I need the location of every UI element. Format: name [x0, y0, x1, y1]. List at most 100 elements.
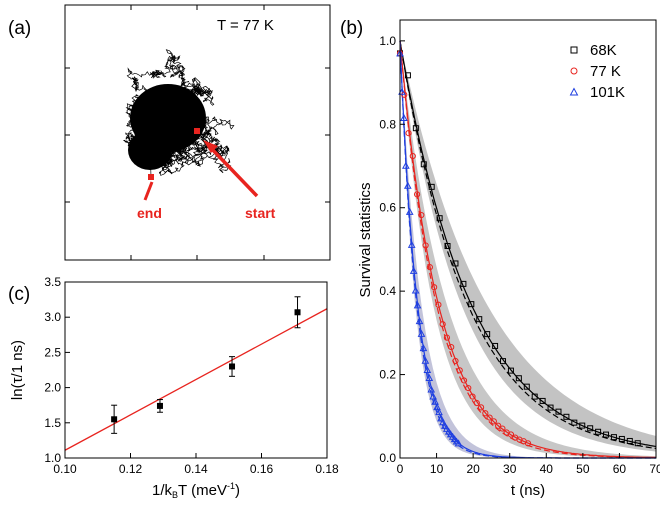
panel-b-point-68k	[539, 397, 546, 404]
start-arrowhead	[203, 140, 218, 153]
panel-c-point	[111, 416, 118, 423]
panel-b-point-101k	[415, 317, 424, 325]
panel-b-point-101k	[429, 392, 438, 400]
panel-b-x-tick-label: 50	[576, 462, 590, 476]
panel-b-point-101k	[402, 161, 410, 169]
panel-b-point-68k	[484, 331, 491, 338]
panel-b-point-101k	[427, 385, 436, 393]
panel-c-ylabel: ln(τ/1 ns)	[9, 340, 26, 400]
panel-b-x-tick-label: 0	[397, 462, 404, 476]
panel-b-point-77k	[422, 242, 429, 249]
panel-b-point-68k	[460, 280, 467, 287]
panel-b-point-101k	[400, 113, 408, 121]
legend-marker-101k	[569, 87, 579, 96]
legend-marker-68k	[570, 46, 578, 54]
panel-b-point-68k	[610, 434, 617, 441]
panel-a: T = 77 K end start	[64, 4, 331, 261]
panel-b-x-tick-label: 70	[649, 462, 660, 476]
panel-b-point-68k	[468, 301, 475, 308]
end-arrow	[143, 181, 154, 201]
panel-b-x-tick-label: 20	[466, 462, 480, 476]
end-marker	[148, 174, 154, 180]
panel-c-label: (c)	[8, 284, 30, 305]
panel-c-point	[294, 309, 301, 316]
panel-b-xlabel: t (ns)	[511, 482, 545, 499]
panel-c-xlabel: 1/kBT (meV-1)	[152, 481, 240, 500]
panel-c-x-tick-label: 0.12	[119, 462, 143, 476]
panel-c-x-tick-label: 0.16	[250, 462, 274, 476]
panel-b-point-77k	[495, 422, 502, 429]
panel-b-point-77k	[409, 152, 416, 160]
panel-b-point-68k	[412, 125, 419, 132]
panel-b-point-101k	[433, 403, 441, 411]
panel-b-y-tick-label: 0.6	[379, 201, 396, 215]
panel-b-point-101k	[439, 418, 447, 426]
panel-b-point-77k	[448, 343, 455, 351]
panel-c-y-tick-label: 1.5	[44, 416, 61, 430]
panel-b-point-68k	[626, 437, 633, 444]
panel-b-point-77k	[426, 264, 433, 271]
panel-b-point-101k	[403, 181, 412, 189]
panel-a-label: (a)	[8, 18, 31, 39]
panel-b-point-77k	[431, 284, 438, 291]
panel-b-band-1	[400, 40, 656, 458]
panel-c-y-tick-label: 1.0	[44, 451, 61, 465]
panel-b-point-77k	[443, 334, 451, 341]
panel-b-point-77k	[473, 399, 480, 407]
panel-c-y-tick-label: 3.0	[44, 310, 61, 324]
panel-b-band-0	[400, 40, 656, 452]
panel-b-y-tick-label: 0.8	[379, 117, 396, 131]
start-arrow	[207, 144, 259, 198]
panel-b-point-68k	[507, 367, 514, 374]
panel-c-x-tick-label: 0.14	[184, 462, 208, 476]
panel-c-y-tick-label: 2.0	[44, 381, 61, 395]
panel-b-point-77k	[490, 418, 497, 425]
panel-b-x-tick-label: 60	[613, 462, 627, 476]
panel-b-frame	[399, 19, 657, 459]
end-label: end	[137, 205, 162, 221]
panel-b-ylabel: Survival statistics	[357, 182, 374, 297]
panel-c-x-tick-label: 0.10	[53, 462, 77, 476]
panel-b-point-68k	[500, 358, 507, 365]
panel-b-point-68k	[492, 342, 499, 349]
panel-c-frame	[64, 281, 328, 459]
panel-b-y-tick-label: 0.0	[379, 451, 396, 465]
panel-b-point-77k	[418, 211, 425, 219]
panel-b-point-101k	[421, 356, 430, 364]
start-label: start	[245, 205, 276, 221]
panel-b-point-101k	[435, 408, 443, 416]
panel-b-x-tick-label: 40	[540, 462, 554, 476]
panel-c: 0.10 0.12 0.14 0.16 0.18 1.0 1.5 2.0 2.5 3.0 3.5 l…	[9, 275, 339, 500]
panel-b-y-tick-label: 0.4	[379, 284, 396, 298]
panel-b-point-68k	[571, 419, 578, 426]
panel-b-point-68k	[515, 375, 522, 382]
panel-c-x-tick-label: 0.18	[315, 462, 339, 476]
start-marker	[194, 128, 200, 134]
panel-b-x-tick-label: 10	[430, 462, 444, 476]
panel-b-point-68k	[547, 404, 554, 411]
panel-b-point-68k	[595, 428, 602, 435]
panel-c-fit-line	[64, 308, 328, 451]
panel-b-point-77k	[452, 357, 459, 365]
panel-b-point-77k	[477, 404, 485, 411]
legend-label: 101K	[590, 84, 625, 101]
panel-c-point	[156, 402, 163, 409]
panel-b-x-tick-label: 30	[503, 462, 517, 476]
panel-b-point-101k	[454, 439, 463, 447]
panel-b-point-68k	[444, 243, 451, 250]
panel-b-point-68k	[603, 431, 610, 438]
panel-b-point-101k	[419, 344, 428, 352]
panel-b-point-77k	[499, 425, 506, 432]
panel-b-point-77k	[435, 301, 442, 308]
panel-b-point-68k	[563, 413, 570, 420]
panel-b-point-68k	[420, 161, 427, 168]
panel-b: 0 10 20 30 40 50 60 70 0.0 0.2 0.4 0.6 0.8 1.0 68K 77 …	[357, 19, 660, 499]
panel-b-point-101k	[413, 301, 422, 309]
panel-b-point-77k	[465, 384, 472, 392]
panel-b-point-68k	[587, 425, 594, 432]
panel-b-point-101k	[405, 207, 414, 215]
panel-b-point-77k	[456, 367, 463, 374]
trajectory-path	[122, 49, 235, 178]
panel-b-point-68k	[476, 316, 483, 323]
